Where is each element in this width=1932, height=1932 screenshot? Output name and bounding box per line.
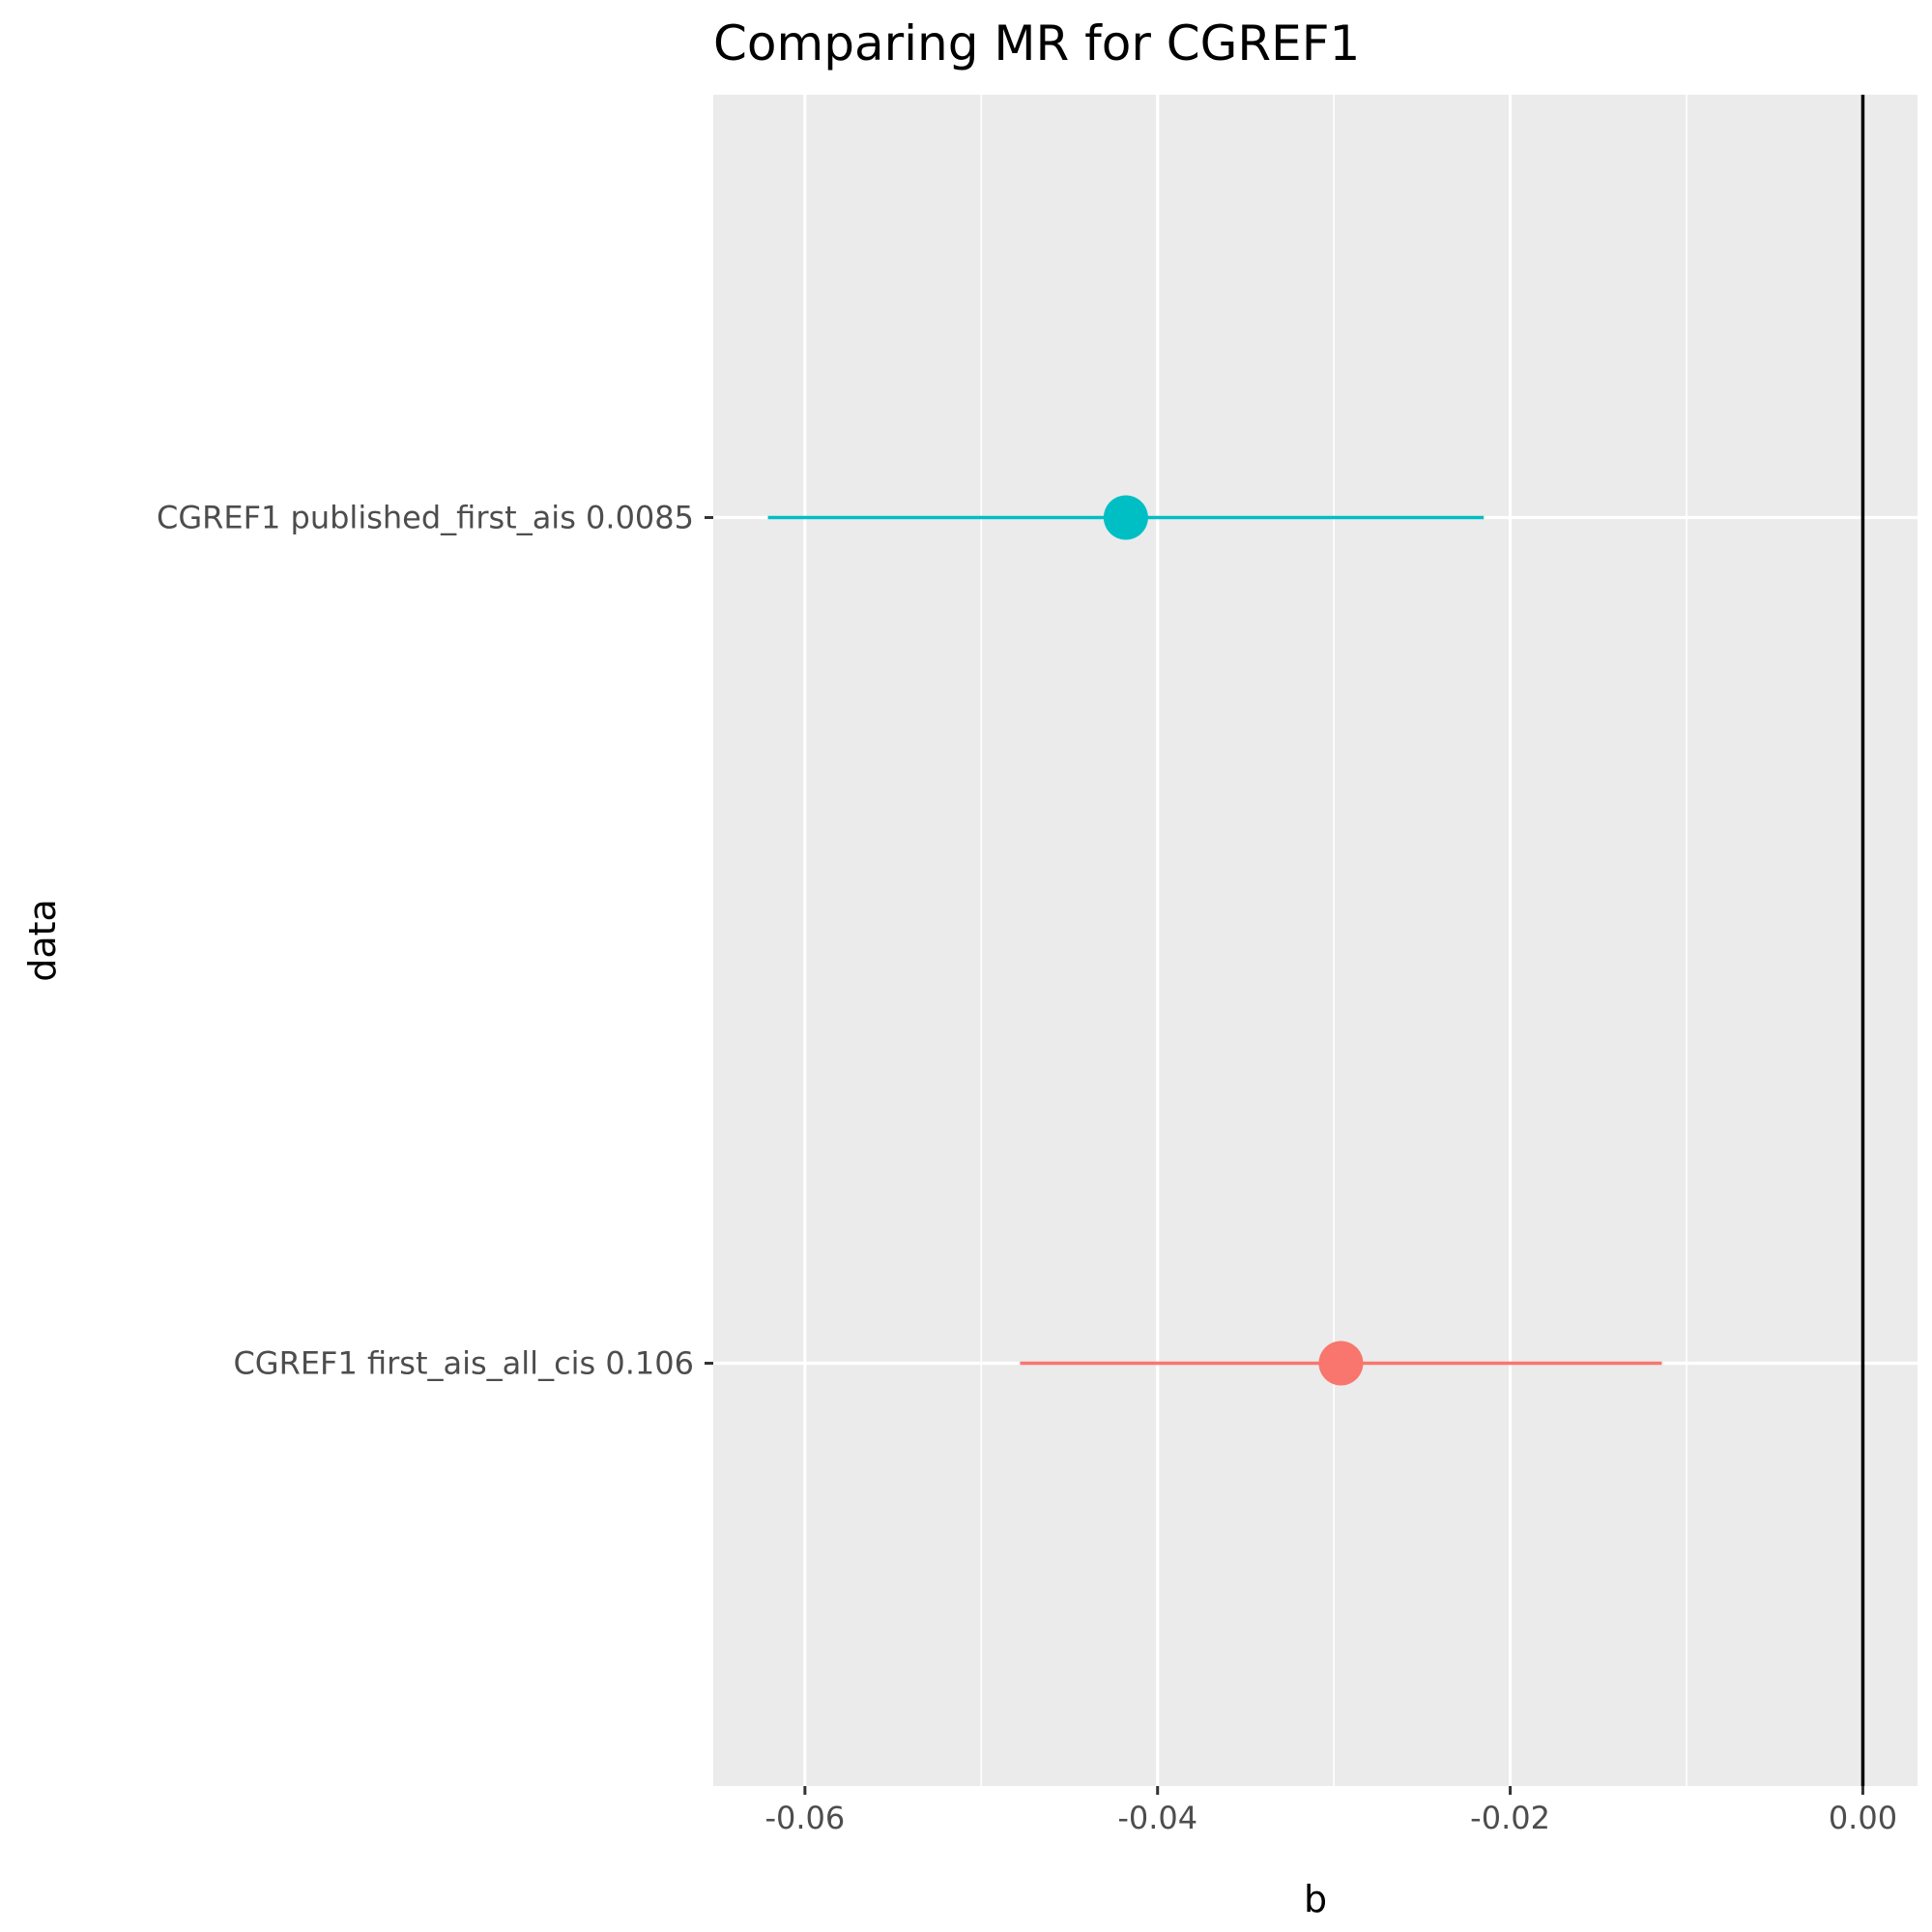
x-axis-title: b — [1304, 1878, 1327, 1920]
x-tick-label: -0.06 — [764, 1800, 845, 1836]
x-tick-label: -0.04 — [1117, 1800, 1197, 1836]
y-tick-label: CGREF1 first_ais_all_cis 0.106 — [233, 1345, 694, 1382]
x-tick-label: 0.00 — [1829, 1800, 1897, 1836]
chart-title: Comparing MR for CGREF1 — [713, 15, 1360, 72]
x-tick-label: -0.02 — [1470, 1800, 1550, 1836]
y-tick-label: CGREF1 published_first_ais 0.0085 — [157, 500, 694, 536]
estimate-points — [1103, 495, 1364, 1386]
estimate-point — [1103, 495, 1148, 540]
minor-gridlines — [980, 95, 1687, 1786]
plot-panel — [713, 95, 1918, 1786]
x-axis: -0.06 -0.04 -0.02 0.00 — [764, 1786, 1897, 1836]
y-axis-title: data — [21, 899, 64, 982]
estimate-point — [1318, 1341, 1364, 1386]
y-axis: CGREF1 published_first_ais 0.0085 CGREF1 … — [157, 500, 713, 1382]
